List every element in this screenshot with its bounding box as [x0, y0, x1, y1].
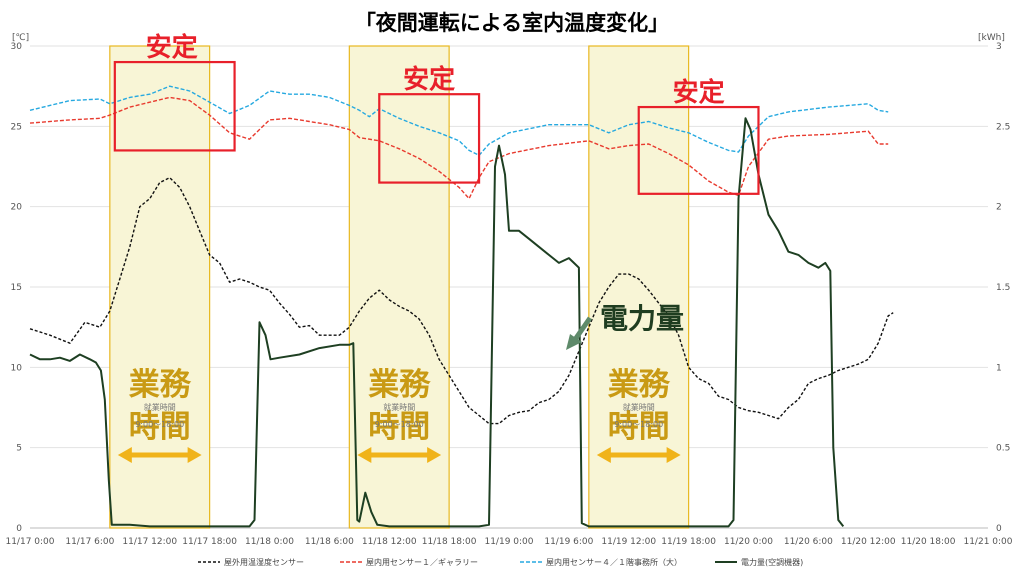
stable-box	[378, 93, 481, 184]
y-left-tick-label: 0	[16, 524, 22, 534]
stable-label: 安定	[403, 64, 455, 95]
x-tick-label: 11/20 6:00	[784, 537, 833, 547]
y-right-tick-label: 1	[996, 363, 1002, 373]
x-tick-label: 11/17 12:00	[122, 537, 177, 547]
power-label: 電力量	[600, 302, 684, 335]
work-sub-line2: 9:00～18:00	[375, 420, 424, 429]
legend: 屋外用温湿度センサー 屋内用センサー１／ギャラリー 屋内用センサー４／１階事務所（大…	[198, 557, 803, 567]
series-line-3	[29, 117, 845, 528]
work-label-line1: 業務	[368, 367, 431, 403]
work-label-line2: 時間	[129, 409, 191, 445]
y-right-tick-label: 0.5	[996, 444, 1010, 454]
business-hours-bands	[109, 45, 690, 529]
x-tick-label: 11/21 0:00	[963, 537, 1012, 547]
x-tick-label: 11/20 0:00	[724, 537, 773, 547]
y-right-tick-label: 0	[996, 524, 1002, 534]
work-sub-line2: 9:00～18:00	[135, 420, 184, 429]
work-arrow-head-left	[117, 447, 132, 463]
work-label-line1: 業務	[608, 367, 671, 403]
legend-label: 屋外用温湿度センサー	[224, 557, 304, 567]
y-right-tick-label: 2.5	[996, 122, 1010, 132]
x-tick-label: 11/17 6:00	[65, 537, 114, 547]
x-tick-label: 11/17 18:00	[182, 537, 237, 547]
x-tick-label: 11/18 6:00	[305, 537, 354, 547]
work-arrow-head-right	[187, 447, 202, 463]
y-left-tick-label: 15	[11, 283, 22, 293]
work-sub-line1: 就業時間	[144, 402, 176, 412]
y-left-tick-label: 5	[16, 444, 22, 454]
work-sub-line1: 就業時間	[383, 402, 415, 412]
work-arrow-head-right	[427, 447, 442, 463]
y-right-tick-label: 2	[996, 203, 1002, 213]
y-left-tick-label: 20	[11, 203, 23, 213]
work-arrow-head-left	[357, 447, 372, 463]
x-tick-label: 11/19 18:00	[661, 537, 716, 547]
x-tick-label: 11/18 12:00	[362, 537, 417, 547]
x-tick-label: 11/19 12:00	[601, 537, 656, 547]
work-arrow-head-left	[596, 447, 611, 463]
legend-label: 屋内用センサー１／ギャラリー	[366, 557, 478, 567]
y-left-tick-label: 30	[11, 42, 23, 52]
business-hours-band	[348, 45, 450, 529]
axes: 0 5 10 15 20 25 30 0 0.5 1 1.5 2 2.5 3 11/17 0:00 11/17…	[5, 42, 1012, 547]
power-label-group: 電力量	[566, 302, 684, 350]
y-left-tick-label: 10	[11, 363, 23, 373]
chart-title: 「夜間運転による室内温度変化」	[355, 11, 669, 35]
y-right-tick-label: 1.5	[996, 283, 1010, 293]
legend-label: 電力量(空調機器)	[741, 557, 803, 567]
x-tick-label: 11/19 0:00	[484, 537, 533, 547]
stable-box	[113, 60, 236, 152]
legend-label: 屋内用センサー４／１階事務所（大）	[546, 557, 682, 567]
x-tick-label: 11/20 18:00	[901, 537, 956, 547]
power-arrow	[571, 316, 593, 343]
series-line-2	[29, 85, 889, 156]
power-arrowhead	[566, 334, 582, 350]
stable-boxes	[113, 60, 760, 195]
x-tick-label: 11/18 0:00	[245, 537, 294, 547]
annotation-labels: 業務時間就業時間9:00～18:00業務時間就業時間9:00～18:00業務時間…	[117, 32, 725, 463]
work-label-line1: 業務	[129, 367, 192, 403]
x-tick-label: 11/19 6:00	[544, 537, 593, 547]
work-label-line2: 時間	[368, 409, 430, 445]
y-right-tick-label: 3	[996, 42, 1002, 52]
series-line-0	[29, 177, 894, 425]
y-left-unit: [℃]	[12, 33, 29, 43]
x-tick-label: 11/20 12:00	[841, 537, 896, 547]
work-label-line2: 時間	[608, 409, 670, 445]
x-tick-label: 11/17 0:00	[5, 537, 54, 547]
stable-label: 安定	[673, 77, 725, 108]
stable-label: 安定	[146, 32, 198, 63]
business-hours-band	[109, 45, 211, 529]
x-tick-label: 11/18 18:00	[422, 537, 477, 547]
stable-box	[637, 105, 760, 195]
work-sub-line1: 就業時間	[623, 402, 655, 412]
work-arrow-head-right	[666, 447, 681, 463]
y-left-tick-label: 25	[11, 122, 22, 132]
work-sub-line2: 9:00～18:00	[614, 420, 663, 429]
y-right-unit: [kWh]	[978, 33, 1005, 43]
series-lines	[29, 85, 894, 528]
